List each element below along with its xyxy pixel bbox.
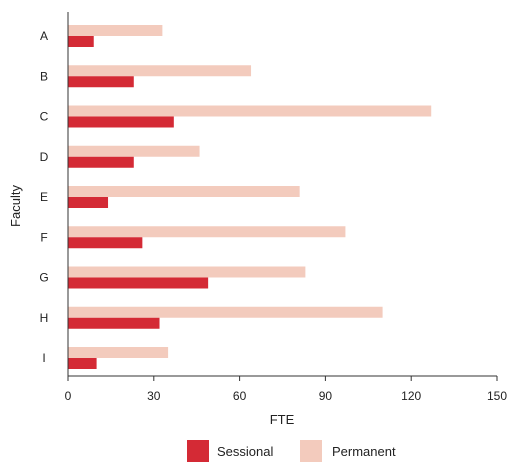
bar-permanent-a (68, 25, 163, 36)
legend-label-sessional: Sessional (217, 444, 273, 459)
bar-sessional-c (68, 116, 174, 128)
bar-permanent-d (68, 145, 200, 157)
bar-sessional-g (68, 277, 209, 289)
legend-label-permanent: Permanent (332, 444, 396, 459)
y-tick-label-a: A (40, 29, 48, 43)
bar-sessional-f (68, 237, 143, 249)
y-tick-label-f: F (40, 230, 47, 244)
bar-sessional-a (68, 36, 94, 47)
y-tick-label-h: H (40, 311, 49, 325)
legend: Sessional Permanent (187, 440, 396, 462)
x-tick-label-120: 120 (401, 389, 421, 403)
legend-swatch-sessional (187, 440, 209, 462)
bar-permanent-b (68, 65, 252, 77)
bar-permanent-f (68, 226, 346, 238)
bar-permanent-e (68, 186, 300, 197)
x-tick-label-90: 90 (319, 389, 333, 403)
y-tick-label-g: G (39, 271, 48, 285)
y-tick-label-c: C (40, 110, 49, 124)
y-tick-label-i: I (42, 351, 45, 365)
legend-swatch-permanent (300, 440, 322, 462)
x-tick-label-30: 30 (147, 389, 161, 403)
bar-permanent-c (68, 105, 432, 117)
x-axis-title: FTE (270, 412, 295, 427)
y-tick-labels: A B C D E F G H I (39, 29, 48, 365)
bar-group (68, 25, 432, 369)
y-axis-title: Faculty (8, 185, 23, 227)
bar-sessional-b (68, 76, 134, 88)
y-tick-label-e: E (40, 190, 48, 204)
bar-permanent-g (68, 266, 306, 278)
bar-sessional-i (68, 358, 97, 369)
y-tick-label-d: D (40, 150, 49, 164)
x-tick-label-0: 0 (65, 389, 72, 403)
bar-permanent-i (68, 347, 169, 358)
bar-permanent-h (68, 306, 383, 318)
bar-sessional-h (68, 317, 160, 329)
y-tick-label-b: B (40, 69, 48, 83)
bar-sessional-d (68, 156, 134, 168)
bar-sessional-e (68, 197, 109, 208)
x-ticks: 0 30 60 90 120 150 (65, 376, 507, 403)
x-tick-label-150: 150 (487, 389, 507, 403)
x-tick-label-60: 60 (233, 389, 247, 403)
